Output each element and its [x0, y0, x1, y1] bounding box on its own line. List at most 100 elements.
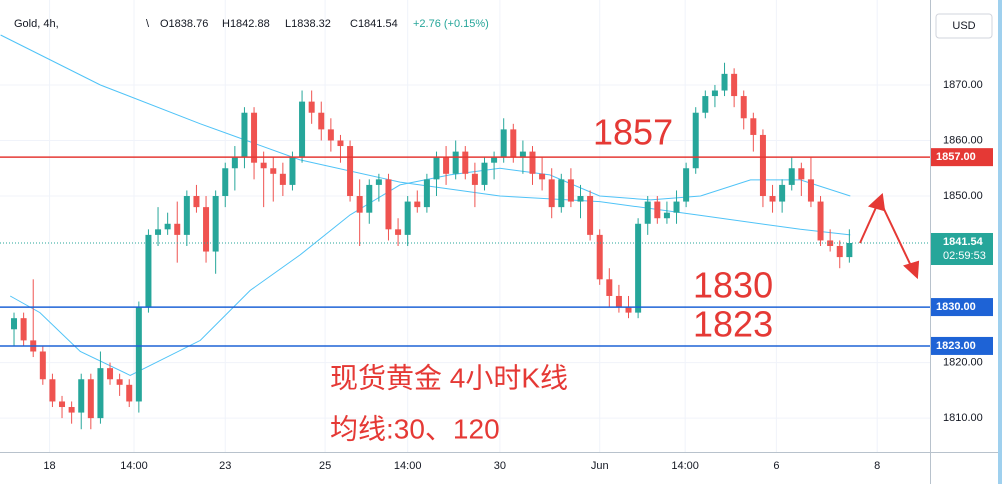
grid [0, 0, 930, 452]
candle-body [222, 168, 229, 197]
annotation: 现货黄金 4小时K线 [330, 362, 568, 393]
candle-body [279, 173, 286, 185]
candle-body [740, 96, 747, 119]
arrowhead [903, 260, 920, 280]
last-price-label: 1841.54 [943, 236, 984, 248]
candle-body [270, 168, 277, 174]
x-tick-label: 14:00 [394, 460, 422, 472]
level-tag-label: 1857.00 [936, 151, 976, 163]
y-tick-label: 1870.00 [943, 79, 983, 91]
candle-body [299, 101, 306, 158]
candle-body [510, 129, 517, 158]
candle-body [625, 307, 632, 313]
candle-body [827, 240, 834, 246]
level-tag-label: 1830.00 [936, 301, 976, 313]
candle-body [251, 112, 258, 163]
x-tick-label: 23 [219, 460, 231, 472]
candle-body [817, 201, 824, 241]
candle-body [654, 201, 661, 219]
candle-body [779, 184, 786, 202]
candle-body [78, 379, 85, 413]
candle-body [644, 201, 651, 224]
candle-body [385, 179, 392, 230]
annotation: 均线:30、120 [330, 413, 500, 444]
candle-body [462, 151, 469, 174]
candle-body [164, 223, 171, 230]
x-tick-label: 14:00 [120, 460, 148, 472]
candle-body [241, 112, 248, 158]
arrow-down [881, 204, 913, 269]
y-tick-label: 1810.00 [943, 412, 983, 424]
candle-body [711, 90, 718, 97]
arrowhead [868, 192, 886, 212]
candle-body [519, 151, 526, 158]
candle-body [596, 234, 603, 280]
candle-body [769, 196, 776, 202]
x-tick-label: 30 [494, 460, 506, 472]
level-annotation: 1857 [593, 112, 673, 153]
candle-body [20, 318, 27, 341]
candle-body [471, 173, 478, 185]
candle-body [347, 146, 354, 197]
candle-body [404, 201, 411, 235]
y-tick-label: 1860.00 [943, 134, 983, 146]
ohlc-separator: \ [146, 18, 150, 30]
candle-body [231, 157, 238, 169]
ohlc-value: L1838.32 [285, 18, 331, 30]
candle-body [587, 196, 594, 235]
x-tick-label: 14:00 [671, 460, 699, 472]
candle-body [49, 379, 56, 402]
candle-body [97, 368, 104, 419]
candle-body [212, 196, 219, 252]
candle-body [577, 196, 584, 202]
candle-body [539, 173, 546, 180]
ma-line [0, 34, 851, 236]
candle-body [836, 245, 843, 258]
candle-body [327, 129, 334, 141]
candle-body [39, 351, 46, 380]
candle-body [366, 184, 373, 213]
candle-body [414, 201, 421, 208]
y-tick-label: 1820.00 [943, 357, 983, 369]
arrows [859, 192, 920, 280]
candle-body [635, 223, 642, 313]
candle-body [155, 229, 162, 235]
ohlc-value: O1838.76 [160, 18, 208, 30]
frame-edge [998, 0, 1002, 484]
x-tick-label: 18 [43, 460, 55, 472]
candle-body [731, 73, 738, 97]
candle-body [683, 168, 690, 202]
candle-body [663, 212, 670, 219]
candle-body [452, 151, 459, 174]
currency: USD [952, 20, 975, 32]
candle-body [692, 112, 699, 169]
last-price-tag [931, 232, 993, 265]
candle-body [606, 279, 613, 296]
candle-body [807, 179, 814, 202]
candle-body [183, 196, 190, 235]
candle-body [567, 179, 574, 202]
candle-body [107, 368, 114, 380]
candle-body [433, 157, 440, 180]
candle-body [68, 407, 75, 413]
candle-body [135, 307, 142, 402]
candle-body [193, 196, 200, 208]
candle-body [423, 179, 430, 208]
countdown: 02:59:53 [943, 250, 986, 262]
candle-body [308, 101, 315, 113]
candle-body [318, 112, 325, 130]
candle-body [846, 242, 853, 258]
candle-body [702, 96, 709, 113]
candle-body [145, 234, 152, 308]
candle-body [491, 157, 498, 163]
candle-body [126, 384, 133, 402]
candle-body [260, 162, 267, 169]
x-tick-label: 25 [319, 460, 331, 472]
candle-body [558, 179, 565, 208]
candle-body [174, 223, 181, 235]
x-tick-label: 6 [773, 460, 779, 472]
candle-body [673, 201, 680, 213]
candle-body [356, 196, 363, 213]
